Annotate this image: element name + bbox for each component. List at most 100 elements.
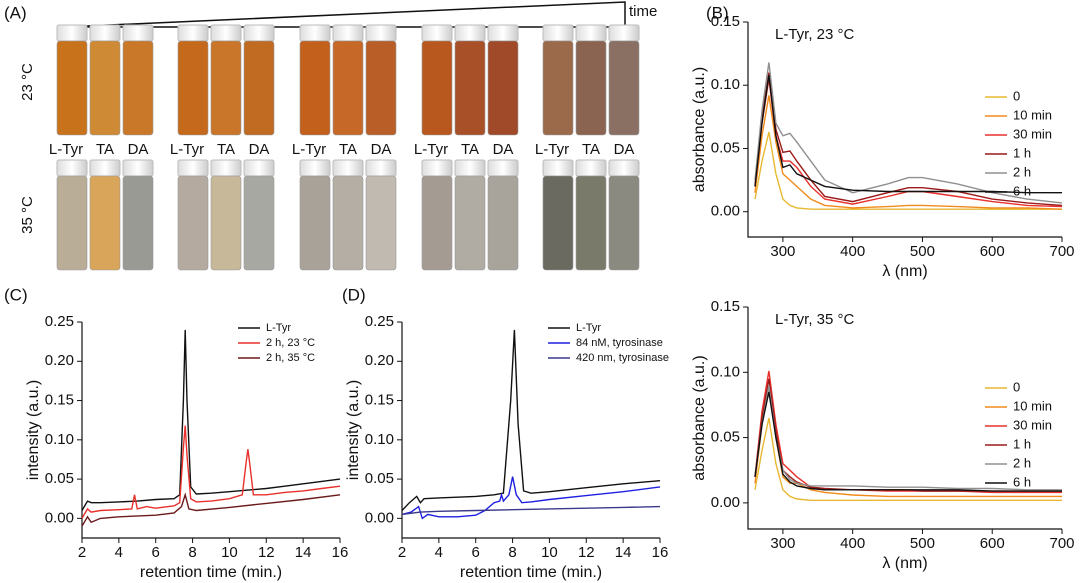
- x-axis-label: retention time (min.): [140, 564, 282, 581]
- time-triangle: [64, 1, 626, 28]
- x-tick-label: 300: [770, 535, 795, 552]
- vial-body: [575, 175, 607, 271]
- series-line: [81, 492, 341, 527]
- vial-cap: [542, 159, 574, 177]
- y-tick-label: 0.10: [45, 431, 74, 448]
- vial-cap: [332, 159, 364, 177]
- axes: [747, 307, 1062, 530]
- vial-body: [575, 40, 607, 136]
- vial-label: DA: [128, 141, 149, 158]
- legend-label: 30 min: [1013, 417, 1052, 432]
- vial-body: [210, 40, 242, 136]
- legend-label: 2 h: [1013, 164, 1031, 179]
- y-axis-label: intensity (a.u.): [25, 380, 42, 480]
- x-tick-label: 6: [472, 544, 480, 561]
- vial-label: L-Tyr: [414, 141, 448, 158]
- vial-cap: [454, 24, 486, 42]
- photo: L-Tyr TA DA L-Tyr TA DA L-Tyr TA DA L-Tyr TA DA L-Ty…: [49, 24, 640, 271]
- y-tick-label: 0.05: [45, 470, 74, 487]
- vial-cap: [365, 159, 397, 177]
- y-tick-label: 0.15: [365, 392, 394, 409]
- vial-cap: [542, 24, 574, 42]
- vial-body: [454, 40, 486, 136]
- series-line: [754, 131, 1062, 210]
- y-tick-label: 0.25: [45, 313, 74, 330]
- y-tick-label: 0.00: [45, 509, 74, 526]
- row-label: 35 °C: [19, 196, 36, 234]
- vial-cap: [299, 159, 331, 177]
- vial-cap: [421, 159, 453, 177]
- vial-cap: [243, 24, 275, 42]
- vial-body: [243, 40, 275, 136]
- legend-label: 6 h: [1013, 183, 1031, 198]
- vial-cap: [177, 159, 209, 177]
- vial-label: TA: [582, 141, 600, 158]
- y-tick-label: 0.05: [365, 470, 394, 487]
- vial-body: [122, 175, 154, 271]
- legend-label: 2 h, 23 °C: [266, 337, 315, 349]
- x-tick-label: 6: [152, 544, 160, 561]
- legend-label: 420 nm, tyrosinase: [576, 352, 669, 364]
- vial-label: DA: [493, 141, 514, 158]
- x-tick-label: 10: [541, 544, 558, 561]
- vial-body: [542, 175, 574, 271]
- vial-cap: [299, 24, 331, 42]
- row-label: 23 °C: [19, 63, 36, 101]
- vial-label: L-Tyr: [292, 141, 326, 158]
- x-axis-label: retention time (min.): [460, 564, 602, 581]
- y-tick-label: 0.20: [365, 352, 394, 369]
- x-tick-label: 4: [435, 544, 443, 561]
- vial-body: [177, 175, 209, 271]
- legend-label: L-Tyr: [576, 322, 601, 334]
- x-tick-label: 14: [295, 544, 312, 561]
- x-tick-label: 700: [1049, 243, 1074, 260]
- x-tick-label: 600: [980, 243, 1005, 260]
- y-tick-label: 0.00: [365, 509, 394, 526]
- y-axis-label: absorbance (a.u.): [691, 67, 708, 192]
- legend-label: 10 min: [1013, 398, 1052, 413]
- legend-label: 1 h: [1013, 145, 1031, 160]
- legend-label: 2 h, 35 °C: [266, 352, 315, 364]
- vial-label: TA: [217, 141, 235, 158]
- chart-title: L-Tyr, 35 °C: [775, 311, 855, 328]
- y-tick-label: 0.20: [45, 352, 74, 369]
- x-tick-label: 8: [188, 544, 196, 561]
- vial-cap: [122, 159, 154, 177]
- vial-body: [487, 40, 519, 136]
- x-tick-label: 16: [652, 544, 669, 561]
- x-tick-label: 2: [398, 544, 406, 561]
- y-tick-label: 0.00: [711, 203, 740, 220]
- series-line: [754, 75, 1062, 194]
- vial-body: [365, 40, 397, 136]
- x-tick-label: 16: [332, 544, 349, 561]
- legend-label: 30 min: [1013, 126, 1052, 141]
- vial-cap: [421, 24, 453, 42]
- vial-body: [542, 40, 574, 136]
- vial-label: DA: [249, 141, 270, 158]
- x-tick-label: 700: [1049, 535, 1074, 552]
- vial-cap: [243, 159, 275, 177]
- y-tick-label: 0.15: [45, 392, 74, 409]
- x-tick-label: 500: [910, 243, 935, 260]
- vial-cap: [122, 24, 154, 42]
- vial-label: L-Tyr: [535, 141, 569, 158]
- vial-cap: [56, 24, 88, 42]
- vial-cap: [487, 24, 519, 42]
- panel-label: (C): [4, 285, 28, 304]
- x-tick-label: 12: [578, 544, 595, 561]
- series-line: [754, 378, 1062, 492]
- x-axis-label: λ (nm): [882, 263, 927, 280]
- series-line: [754, 95, 1063, 210]
- x-tick-label: 400: [840, 243, 865, 260]
- vial-body: [89, 175, 121, 271]
- vial-cap: [210, 24, 242, 42]
- panel-label: (B): [706, 3, 729, 22]
- y-axis-label: absorbance (a.u.): [691, 355, 708, 480]
- series-line: [754, 62, 1063, 204]
- legend-label: 0: [1013, 88, 1020, 103]
- vial-body: [365, 175, 397, 271]
- vial-label: L-Tyr: [170, 141, 204, 158]
- axes: [747, 22, 1062, 238]
- x-tick-label: 300: [770, 243, 795, 260]
